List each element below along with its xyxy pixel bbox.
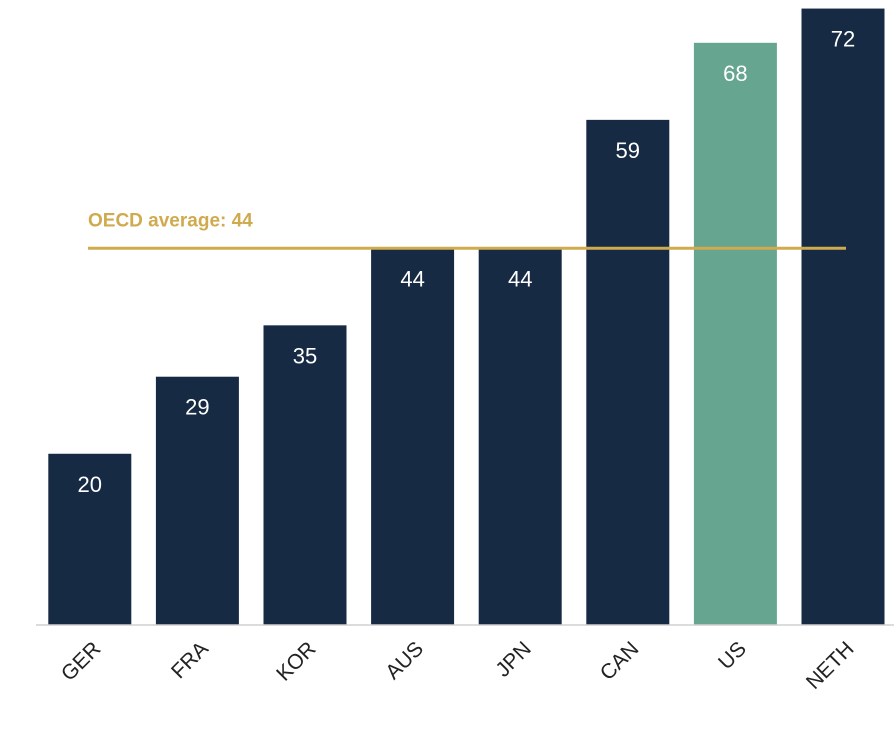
value-label: 20 [78,472,102,497]
bar [478,248,562,626]
x-tick-label: FRA [167,637,213,683]
reference-label: OECD average: 44 [88,210,253,231]
value-label: 68 [723,61,747,86]
x-tick-label: NETH [802,637,859,694]
x-tick-label: US [714,637,751,674]
bar [155,376,239,625]
bar [263,325,347,625]
value-label: 29 [185,395,209,420]
bar [48,453,132,625]
value-label: 35 [293,343,317,368]
value-label: 44 [400,266,424,291]
value-label: 59 [616,138,640,163]
x-tick-label: KOR [272,637,320,685]
value-label: 44 [508,266,532,291]
x-tick-label: CAN [596,637,644,685]
bar [586,119,670,626]
x-tick-label: AUS [381,637,428,684]
x-tick-label: GER [57,637,105,685]
value-label: 72 [831,27,855,52]
bar [371,248,455,626]
bar [693,42,777,625]
x-tick-label: JPN [491,637,535,681]
bar [801,8,885,625]
